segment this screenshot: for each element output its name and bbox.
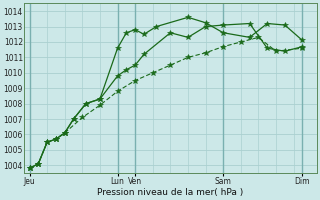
X-axis label: Pression niveau de la mer( hPa ): Pression niveau de la mer( hPa ) <box>97 188 244 197</box>
